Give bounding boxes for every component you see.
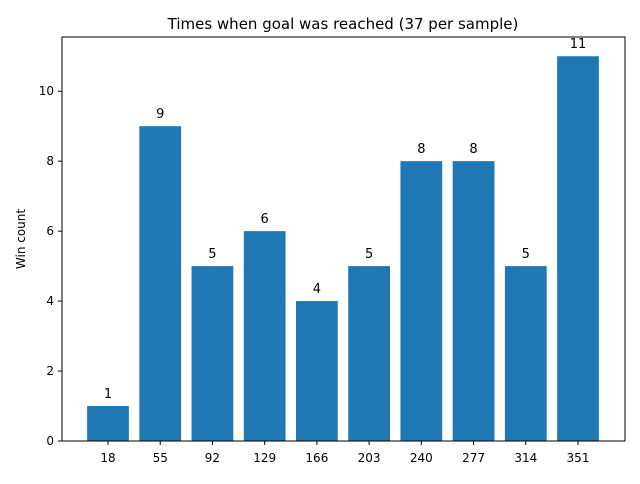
y-tick-label-2: 2 — [46, 364, 54, 378]
x-tick-label-55: 55 — [153, 451, 168, 465]
bar-value-label-240: 8 — [417, 142, 425, 157]
bars-group — [87, 56, 599, 442]
y-tick-label-4: 4 — [46, 294, 54, 308]
plot-frame — [61, 36, 626, 442]
x-tick-label-203: 203 — [358, 451, 381, 465]
x-tick-label-240: 240 — [410, 451, 433, 465]
bar-166 — [296, 301, 338, 441]
y-tick-label-6: 6 — [46, 224, 54, 238]
bar-value-label-166: 4 — [313, 282, 321, 297]
x-tick-label-18: 18 — [100, 451, 115, 465]
bar-value-label-92: 5 — [208, 247, 216, 262]
bar-351 — [557, 56, 599, 441]
x-tick-label-129: 129 — [253, 451, 276, 465]
y-axis-label: Win count — [14, 209, 28, 270]
x-axis-ticks: 18 55 92 129 166 203 240 277 314 351 — [100, 441, 589, 465]
bar-129 — [243, 231, 286, 441]
bar-314 — [504, 266, 547, 441]
x-tick-label-92: 92 — [205, 451, 220, 465]
bar-value-label-18: 1 — [104, 387, 112, 402]
y-axis-ticks: 0 2 4 6 8 10 — [39, 84, 62, 448]
bar-value-label-314: 5 — [522, 247, 530, 262]
y-tick-label-8: 8 — [46, 154, 54, 168]
bar-value-label-203: 5 — [365, 247, 373, 262]
bar-labels-group: 1 9 5 6 4 5 8 8 5 11 — [104, 37, 586, 402]
bar-55 — [139, 126, 182, 442]
y-tick-label-0: 0 — [46, 434, 54, 448]
bar-value-label-277: 8 — [469, 142, 477, 157]
bar-240 — [400, 161, 443, 441]
x-tick-label-314: 314 — [514, 451, 537, 465]
bar-value-label-351: 11 — [570, 37, 587, 52]
chart-title: Times when goal was reached (37 per samp… — [167, 15, 519, 33]
x-tick-label-166: 166 — [305, 451, 328, 465]
y-tick-label-10: 10 — [39, 84, 54, 98]
x-tick-label-351: 351 — [567, 451, 590, 465]
bar-203 — [348, 266, 390, 441]
bar-value-label-55: 9 — [156, 107, 164, 122]
bar-18 — [87, 406, 129, 441]
x-tick-label-277: 277 — [462, 451, 485, 465]
bar-92 — [191, 266, 234, 441]
bar-value-label-129: 6 — [261, 212, 269, 227]
bar-277 — [452, 161, 495, 441]
